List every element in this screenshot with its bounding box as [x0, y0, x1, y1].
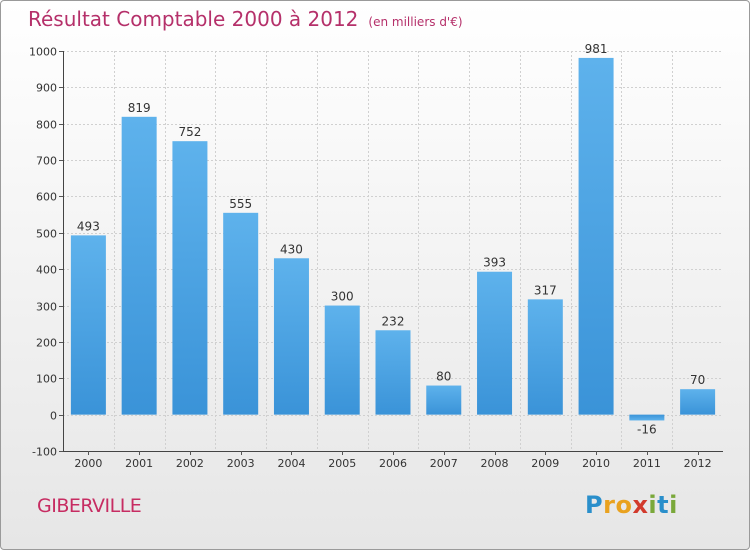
y-tick-label: 600	[36, 191, 57, 204]
brand-logo-letter: P	[585, 491, 604, 519]
bar	[426, 385, 462, 415]
data-label: 493	[77, 219, 100, 233]
data-label: 555	[229, 197, 252, 211]
x-tick-label: 2006	[379, 457, 407, 470]
y-tick-label: 700	[36, 155, 57, 168]
bar	[70, 235, 106, 415]
bar	[273, 258, 309, 415]
bar	[375, 330, 411, 415]
y-tick-label: 900	[36, 82, 57, 95]
y-tick-label: 100	[36, 373, 57, 386]
y-tick-label: 800	[36, 119, 57, 132]
x-tick-label: 2005	[328, 457, 356, 470]
y-tick-label: 500	[36, 228, 57, 241]
x-tick-label: 2007	[430, 457, 458, 470]
bar	[527, 299, 563, 415]
x-tick-label: 2011	[633, 457, 661, 470]
x-tick-label: 2004	[277, 457, 305, 470]
bar	[629, 414, 665, 421]
bar	[223, 212, 259, 415]
x-tick-label: 2012	[684, 457, 712, 470]
data-label: 393	[483, 256, 506, 270]
bar	[121, 116, 157, 415]
data-label: 317	[534, 283, 557, 297]
brand-logo-letter: i	[648, 491, 658, 519]
brand-logo-letter: i	[669, 491, 678, 519]
place-name: GIBERVILLE	[37, 495, 142, 517]
data-label: 232	[382, 314, 405, 328]
x-tick-label: 2008	[481, 457, 509, 470]
brand-logo: Proxiti	[585, 491, 678, 519]
x-tick-label: 2002	[176, 457, 204, 470]
brand-logo-letter: x	[632, 491, 649, 519]
x-tick-label: 2001	[125, 457, 153, 470]
chart-title: Résultat Comptable 2000 à 2012	[28, 7, 359, 31]
data-label: 430	[280, 242, 303, 256]
y-tick-label: 0	[50, 410, 57, 423]
y-tick-label: 200	[36, 337, 57, 350]
chart-title-block: Résultat Comptable 2000 à 2012 (en millie…	[28, 7, 463, 31]
x-tick-label: 2010	[582, 457, 610, 470]
bar	[578, 57, 614, 415]
data-label: 70	[690, 373, 705, 387]
x-tick-label: 2009	[531, 457, 559, 470]
bar	[324, 305, 360, 415]
y-tick-label: 400	[36, 264, 57, 277]
data-label: 300	[331, 290, 354, 304]
x-tick-label: 2003	[227, 457, 255, 470]
data-label: -16	[637, 422, 657, 436]
data-label: 981	[585, 42, 608, 56]
data-label: 80	[436, 370, 451, 384]
x-tick-label: 2000	[74, 457, 102, 470]
y-tick-label: -100	[32, 446, 57, 459]
y-tick-label: 1000	[29, 46, 57, 59]
brand-logo-letter: o	[615, 491, 633, 519]
data-label: 752	[178, 125, 201, 139]
chart-subtitle: (en milliers d'€)	[368, 15, 463, 29]
bar	[680, 389, 716, 415]
bar	[172, 141, 208, 415]
brand-logo-letter: r	[603, 491, 616, 519]
brand-logo-letter: t	[657, 491, 670, 519]
data-label: 819	[128, 101, 151, 115]
bar	[477, 271, 513, 415]
y-tick-label: 300	[36, 301, 57, 314]
